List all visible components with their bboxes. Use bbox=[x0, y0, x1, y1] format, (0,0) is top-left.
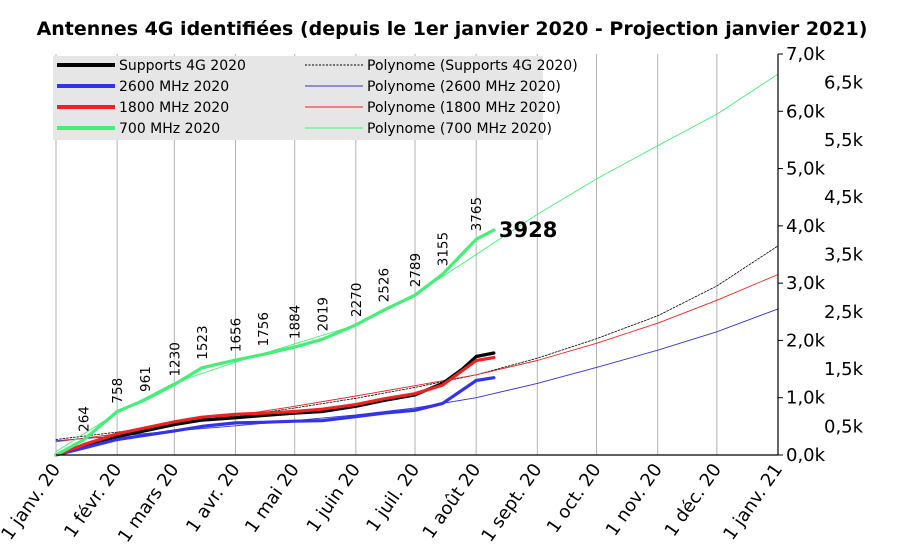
series-line-1 bbox=[54, 376, 496, 457]
legend-label: 2600 MHz 2020 bbox=[119, 79, 229, 95]
legend-label: Polynome (Supports 4G 2020) bbox=[367, 58, 578, 74]
x-tick-label: 1 déc. 20 bbox=[661, 460, 726, 541]
series-line-6 bbox=[55, 274, 779, 443]
x-tick-label: 1 juin 20 bbox=[303, 460, 365, 536]
y-tick-label: 2,0k bbox=[786, 330, 826, 351]
x-tick-label: 1 mai 20 bbox=[241, 460, 304, 537]
x-tick-label: 1 nov. 20 bbox=[602, 460, 667, 540]
x-tick-label: 1 sept. 20 bbox=[477, 460, 546, 546]
legend-label: Polynome (1800 MHz 2020) bbox=[367, 100, 561, 116]
y-tick-label-minor: 4,5k bbox=[824, 187, 864, 208]
x-tick-label: 1 août 20 bbox=[419, 460, 486, 543]
x-tick-label: 1 oct. 20 bbox=[543, 460, 606, 537]
x-tick-label: 1 juil. 20 bbox=[362, 460, 424, 536]
data-label: 2789 bbox=[408, 253, 424, 287]
x-tick-label: 1 janv. 21 bbox=[719, 460, 787, 544]
legend-label: Polynome (700 MHz 2020) bbox=[367, 121, 552, 137]
y-tick-label: 0,0k bbox=[786, 445, 826, 466]
y-tick-label-minor: 5,5k bbox=[824, 130, 864, 151]
chart-title: Antennes 4G identifiées (depuis le 1er j… bbox=[37, 18, 868, 40]
legend-box bbox=[53, 56, 543, 140]
y-tick-label: 6,0k bbox=[786, 101, 826, 122]
data-label: 2526 bbox=[376, 268, 392, 302]
series-lines bbox=[54, 228, 496, 457]
y-tick-label: 5,0k bbox=[786, 159, 826, 180]
x-tick-label: 1 janv. 20 bbox=[0, 460, 65, 544]
legend-label: 1800 MHz 2020 bbox=[119, 100, 229, 116]
series-line-2 bbox=[54, 356, 496, 457]
legend-label: Supports 4G 2020 bbox=[119, 58, 246, 74]
y-tick-label: 1,0k bbox=[786, 388, 826, 409]
data-label: 1756 bbox=[256, 312, 272, 346]
legend-label: 700 MHz 2020 bbox=[119, 121, 220, 137]
data-labels: 264 758 961 1230 1523 1656 1756 1884 2019 2270 252… bbox=[77, 197, 558, 432]
data-label: 3765 bbox=[469, 197, 485, 231]
data-label: 758 bbox=[110, 378, 126, 404]
y-tick-label-minor: 3,5k bbox=[824, 245, 864, 266]
data-label: 1523 bbox=[195, 325, 211, 359]
y-tick-label: 7,0k bbox=[786, 44, 826, 65]
x-tick-label: 1 avr. 20 bbox=[182, 460, 244, 537]
y-tick-label-minor: 2,5k bbox=[824, 302, 864, 323]
series-line-5 bbox=[55, 308, 779, 442]
y-tick-label: 3,0k bbox=[786, 273, 826, 294]
y-tick-label: 4,0k bbox=[786, 216, 826, 237]
data-label: 961 bbox=[138, 366, 154, 392]
data-label: 1656 bbox=[229, 318, 245, 352]
y-tick-label-minor: 0,5k bbox=[824, 416, 864, 437]
legend-label: Polynome (2600 MHz 2020) bbox=[367, 79, 561, 95]
last-value-label: 3928 bbox=[499, 218, 557, 242]
data-label: 2019 bbox=[315, 297, 331, 331]
series-line-3 bbox=[54, 228, 496, 457]
data-label: 1884 bbox=[288, 305, 304, 339]
legend: Supports 4G 2020 2600 MHz 2020 1800 MHz 20… bbox=[53, 56, 578, 140]
y-tick-label-minor: 6,5k bbox=[824, 73, 864, 94]
data-label: 3155 bbox=[436, 232, 452, 266]
y-tick-label-minor: 1,5k bbox=[824, 359, 864, 380]
data-label: 264 bbox=[77, 406, 93, 432]
data-label: 1230 bbox=[167, 342, 183, 376]
data-label: 2270 bbox=[349, 283, 365, 317]
